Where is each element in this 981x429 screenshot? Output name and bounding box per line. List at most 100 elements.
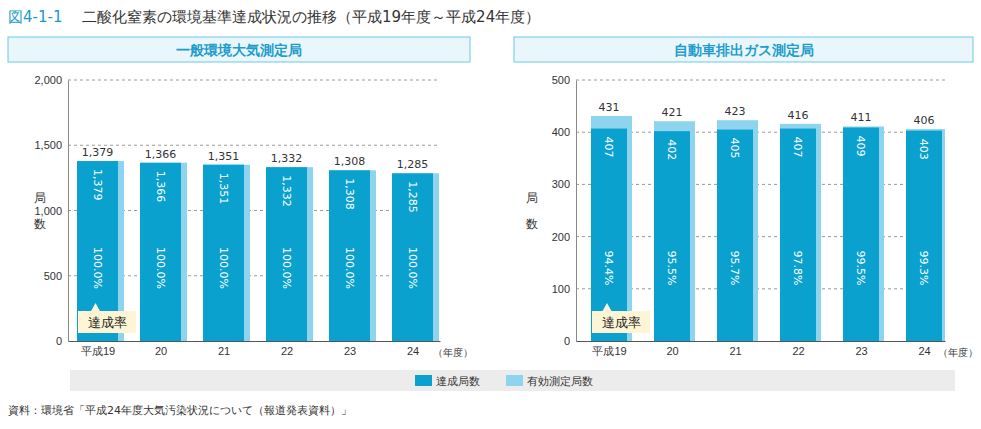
source: 資料：環境省「平成24年度大気汚染状況について（報道発表資料）」 [8, 404, 352, 417]
y-tick-label: 2,000 [34, 74, 62, 86]
bar [329, 170, 370, 341]
y-axis: 05001,0001,5002,000 [34, 74, 68, 347]
bar [591, 129, 627, 341]
legend-swatch [506, 375, 523, 386]
x-tick: 24 [918, 341, 930, 357]
rate-label: 97.8% [791, 251, 804, 286]
rate-label: 100.0% [343, 247, 356, 289]
bar [780, 129, 816, 341]
y-tick: 200 [552, 231, 576, 243]
rate-label: 95.7% [728, 251, 741, 286]
y-tick-label: 1,500 [34, 139, 62, 151]
x-tick: 21 [218, 341, 230, 357]
bar [717, 130, 753, 341]
bar [591, 116, 632, 341]
legend-label: 達成局数 [436, 375, 480, 388]
chart: 自動車排出ガス測定局 0 100 200 300 400 500 平成19 20 21 22 23 24… [514, 37, 978, 358]
header-box [8, 37, 470, 62]
rate-label: 100.0% [280, 247, 293, 289]
chart: 一般環境大気測定局05001,0001,5002,000平成1920212223… [8, 37, 473, 358]
annotation: 達成率 [602, 315, 641, 330]
y-axis-title: 数 [34, 217, 46, 231]
y-tick: 1,500 [34, 139, 68, 151]
data-label: 421 [662, 106, 683, 119]
bar [392, 173, 433, 341]
x-tick-label: 24 [918, 345, 930, 357]
bar [266, 167, 307, 341]
x-tick: 24 [407, 341, 419, 357]
grid-line [68, 145, 440, 146]
x-tick: 20 [666, 341, 678, 357]
data-label: 1,366 [154, 171, 167, 203]
legend-label: 有効測定局数 [527, 375, 593, 388]
bar [266, 167, 313, 341]
x-tick-label: 21 [729, 345, 741, 357]
y-tick: 0 [564, 335, 576, 347]
bar [329, 170, 376, 341]
x-tick-label: 22 [281, 345, 293, 357]
y-tick: 100 [552, 283, 576, 295]
y-axis: 0 100 200 300 400 500 [552, 74, 577, 347]
bar [843, 128, 879, 341]
x-axis-title: （年度） [433, 347, 473, 358]
bar [843, 126, 884, 341]
rate-label: 99.3% [917, 251, 930, 286]
rate-label: 100.0% [154, 247, 167, 289]
x-tick-label: 22 [792, 345, 804, 357]
y-tick-label: 400 [552, 126, 570, 138]
data-label: 407 [791, 137, 804, 158]
x-tick-label: 23 [855, 345, 867, 357]
x-axis: 平成19 20 21 22 23 24 [69, 341, 441, 357]
x-tick-label: 平成19 [81, 345, 115, 357]
data-label: 411 [851, 111, 872, 124]
figure-title: 二酸化窒素の環境基準達成状況の推移（平成19年度～平成24年度） [82, 8, 540, 26]
y-tick-label: 1,000 [34, 205, 62, 217]
rate-label: 99.5% [854, 251, 867, 286]
y-tick-label: 300 [552, 178, 570, 190]
x-tick: 22 [281, 341, 293, 357]
data-label: 416 [788, 109, 809, 122]
y-axis-line [576, 81, 577, 342]
x-tick-label: 24 [407, 345, 419, 357]
bars [77, 161, 439, 341]
chart-title: 自動車排出ガス測定局 [674, 42, 814, 58]
legend: 達成局数 有効測定局数 [70, 370, 955, 391]
data-label: 402 [665, 139, 678, 160]
bar [392, 173, 439, 341]
figure: 図4-1-1二酸化窒素の環境基準達成状況の推移（平成19年度～平成24年度）一般… [0, 0, 981, 429]
callout-pointer [91, 303, 101, 312]
data-label: 407 [602, 137, 615, 158]
data-label: 1,332 [271, 152, 303, 165]
bar [906, 129, 945, 341]
data-label: 1,366 [145, 148, 177, 161]
bar [780, 124, 821, 341]
chart-title: 一般環境大気測定局 [176, 42, 302, 58]
header-box [514, 37, 973, 62]
y-tick: 500 [44, 270, 68, 282]
data-label: 1,379 [91, 169, 104, 201]
x-tick-label: 20 [155, 345, 167, 357]
x-tick: 平成19 [81, 341, 115, 357]
x-axis-line [577, 341, 946, 342]
bar [906, 131, 942, 341]
bar [203, 165, 250, 341]
data-label: 1,351 [208, 150, 240, 163]
data-label: 403 [917, 139, 930, 160]
y-axis-title: 数 [526, 217, 538, 231]
callout-box [78, 311, 136, 333]
x-tick: 21 [729, 341, 741, 357]
y-tick-label: 200 [552, 231, 570, 243]
data-label: 1,285 [406, 181, 419, 213]
y-axis-title: 局 [34, 191, 46, 205]
x-tick: 平成19 [592, 341, 626, 357]
grid-line [68, 80, 440, 81]
data-label: 405 [728, 138, 741, 159]
y-tick-label: 500 [552, 74, 570, 86]
y-tick: 1,000 [34, 205, 68, 217]
y-axis-line [68, 81, 69, 342]
x-tick: 22 [792, 341, 804, 357]
x-axis-line [69, 341, 441, 342]
data-label: 406 [914, 114, 935, 127]
x-tick: 23 [344, 341, 356, 357]
data-label: 431 [599, 101, 620, 114]
